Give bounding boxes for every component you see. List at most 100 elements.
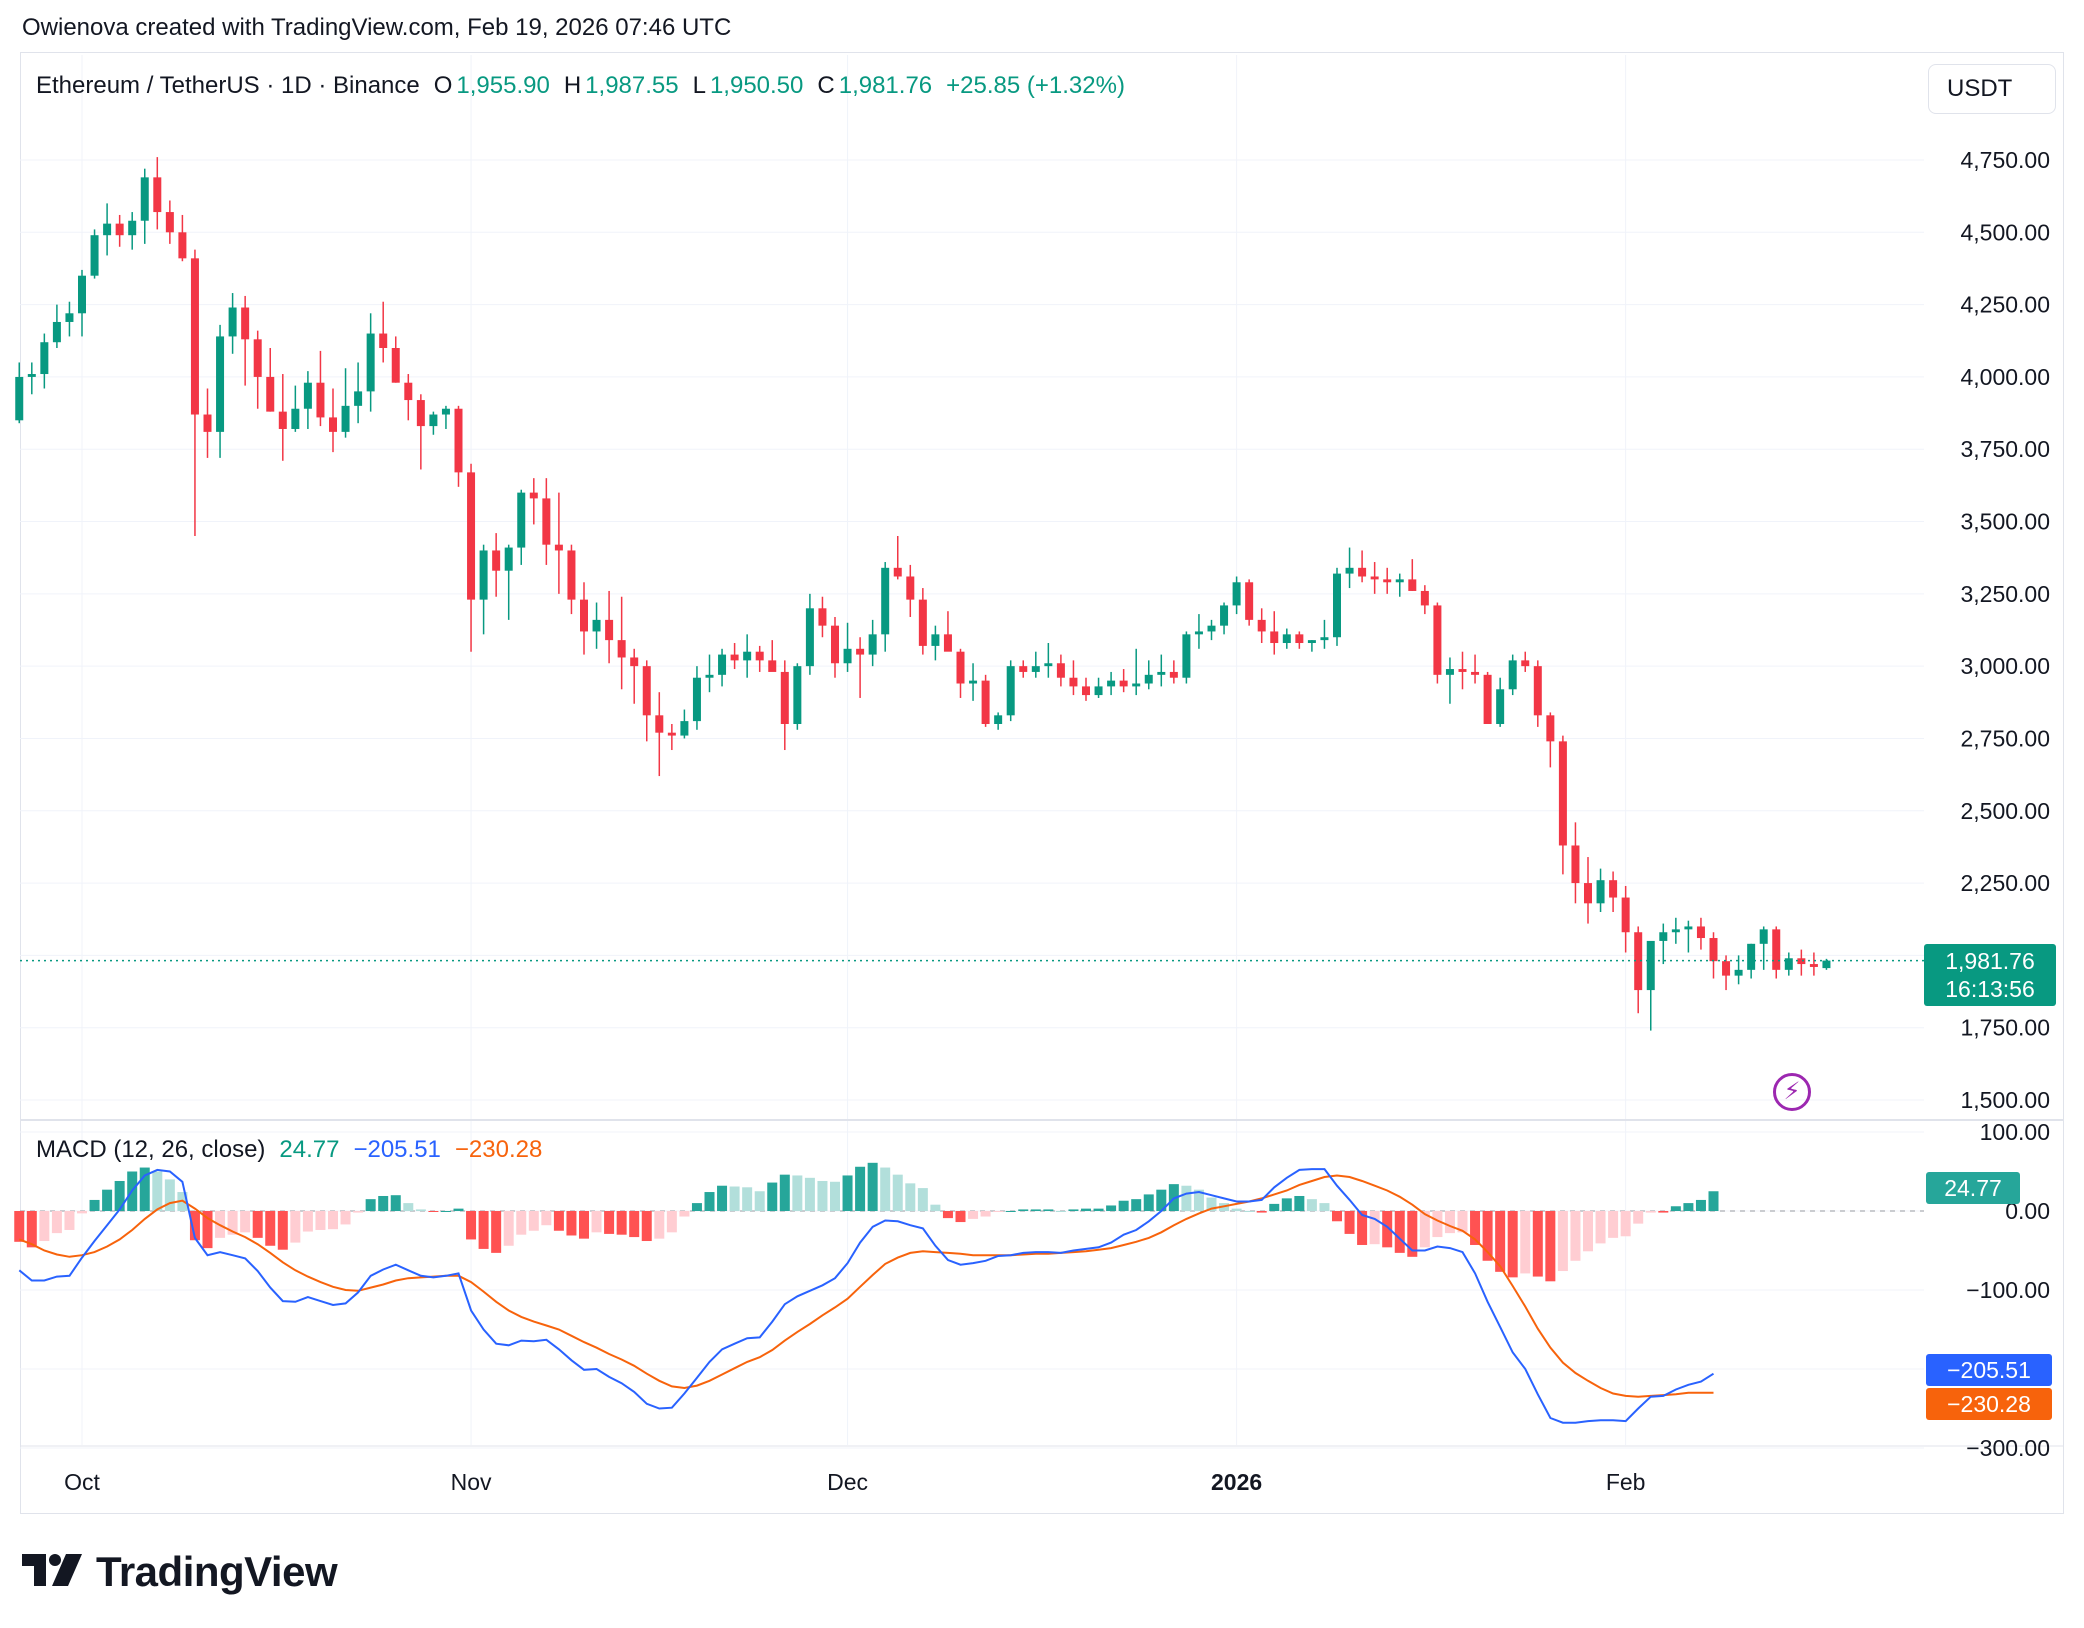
candle-body [1634, 932, 1643, 991]
macd-histogram-bar [491, 1211, 502, 1253]
candle-body [818, 608, 827, 626]
macd-histogram-bar [1043, 1209, 1054, 1211]
candle-body [504, 547, 513, 571]
macd-histogram-bar [1595, 1211, 1606, 1244]
macd-histogram-bar [1306, 1199, 1317, 1211]
macd-histogram-bar [616, 1211, 627, 1235]
macd-histogram-bar [453, 1208, 464, 1211]
candle-body [793, 666, 802, 724]
candle-body [994, 715, 1003, 724]
macd-histogram-bar [1256, 1211, 1267, 1213]
candle-body [1458, 669, 1467, 672]
macd-histogram-bar [1231, 1208, 1242, 1211]
candle-body [1483, 674, 1492, 724]
price-axis-label: 4,000.00 [1960, 364, 2050, 390]
lightning-icon[interactable]: ⚡ [1773, 1073, 1811, 1111]
candle-body [366, 333, 375, 392]
candle-body [1395, 579, 1404, 583]
candle-body [115, 223, 124, 236]
macd-histogram-bar [717, 1185, 728, 1211]
tradingview-logo[interactable]: TradingView [22, 1548, 338, 1596]
macd-histogram-bar [164, 1179, 175, 1211]
macd-histogram-bar [1093, 1208, 1104, 1211]
candle-body [1082, 686, 1090, 696]
macd-histogram-bar [240, 1211, 251, 1233]
macd-histogram-bar [1532, 1211, 1543, 1277]
macd-histogram-bar [528, 1211, 539, 1231]
chart-frame[interactable] [20, 52, 2064, 1514]
macd-signal-tag: −230.28 [1926, 1388, 2052, 1420]
macd-axis-label: 100.00 [1980, 1119, 2050, 1145]
candle-body [1609, 880, 1618, 898]
macd-histogram-bar [905, 1183, 916, 1211]
candle-body [1320, 637, 1329, 641]
price-axis-label: 3,250.00 [1960, 581, 2050, 607]
macd-histogram-bar [1143, 1194, 1154, 1211]
macd-histogram-bar [189, 1211, 200, 1241]
candle-body [1257, 619, 1266, 632]
candle-body [580, 599, 588, 632]
candle-body [153, 177, 162, 213]
price-axis-label: 4,500.00 [1960, 219, 2050, 245]
macd-histogram-bar [1683, 1203, 1694, 1211]
candle-body [529, 492, 538, 499]
candle-body [617, 640, 626, 658]
price-axis-label: 4,750.00 [1960, 147, 2050, 173]
tradingview-logo-text: TradingView [96, 1548, 338, 1595]
macd-histogram-bar [804, 1177, 815, 1211]
candle-body [956, 651, 965, 684]
candle-body [391, 348, 400, 383]
candle-body [630, 657, 639, 667]
candle-body [354, 391, 363, 406]
close-label: C [817, 72, 835, 99]
macd-histogram-bar [1457, 1211, 1468, 1233]
macd-histogram-bar [779, 1174, 790, 1211]
macd-histogram-bar [566, 1211, 577, 1236]
currency-button[interactable]: USDT [1928, 64, 2056, 114]
macd-histogram-bar [1005, 1211, 1016, 1212]
symbol-label[interactable]: Ethereum / TetherUS · 1D · Binance [36, 72, 420, 99]
macd-histogram-bar [102, 1189, 113, 1211]
candle-body [190, 258, 199, 415]
candle-body [329, 417, 337, 432]
countdown-value: 16:13:56 [1945, 976, 2035, 1002]
macd-histogram-bar [591, 1211, 602, 1233]
macd-histogram-bar [553, 1211, 564, 1231]
time-axis-label: Oct [64, 1469, 100, 1495]
macd-histogram-bar [353, 1211, 364, 1213]
macd-histogram-bar [1357, 1211, 1368, 1245]
candle-body [1107, 680, 1116, 687]
macd-histogram-bar [1344, 1211, 1355, 1234]
time-axis-label: 2026 [1211, 1469, 1262, 1495]
candle-body [1496, 689, 1505, 724]
macd-histogram-bar [1482, 1211, 1493, 1261]
macd-line [18, 1168, 1715, 1424]
macd-histogram-bar [51, 1211, 62, 1234]
tradingview-logo-icon [22, 1554, 82, 1586]
macd-histogram-bar [89, 1199, 100, 1211]
macd-histogram-bar [1281, 1198, 1292, 1211]
macd-histogram-bar [1068, 1209, 1079, 1211]
candle-body [517, 492, 526, 548]
price-axis-label: 2,250.00 [1960, 870, 2050, 896]
macd-line-tag: −205.51 [1926, 1354, 2052, 1386]
macd-histogram-bar [1608, 1211, 1619, 1238]
candle-body [805, 608, 814, 667]
macd-histogram-bar [1106, 1205, 1117, 1211]
candle-body [1546, 715, 1555, 742]
candle-body [680, 721, 689, 736]
time-axis-label: Dec [827, 1469, 868, 1495]
macd-histogram-bar [365, 1199, 376, 1211]
macd-histogram-bar [77, 1211, 87, 1214]
candle-body [1157, 671, 1166, 675]
macd-title[interactable]: MACD (12, 26, close) [36, 1136, 266, 1163]
macd-axis-label: −100.00 [1966, 1277, 2050, 1303]
price-axis-label: 3,750.00 [1960, 436, 2050, 462]
macd-histogram-bar [980, 1211, 991, 1217]
candle-body [969, 680, 978, 684]
price-axis-label: 1,750.00 [1960, 1015, 2050, 1041]
candle-body [1722, 961, 1731, 976]
candle-body [1696, 926, 1705, 939]
macd-histogram-bar [390, 1195, 401, 1211]
